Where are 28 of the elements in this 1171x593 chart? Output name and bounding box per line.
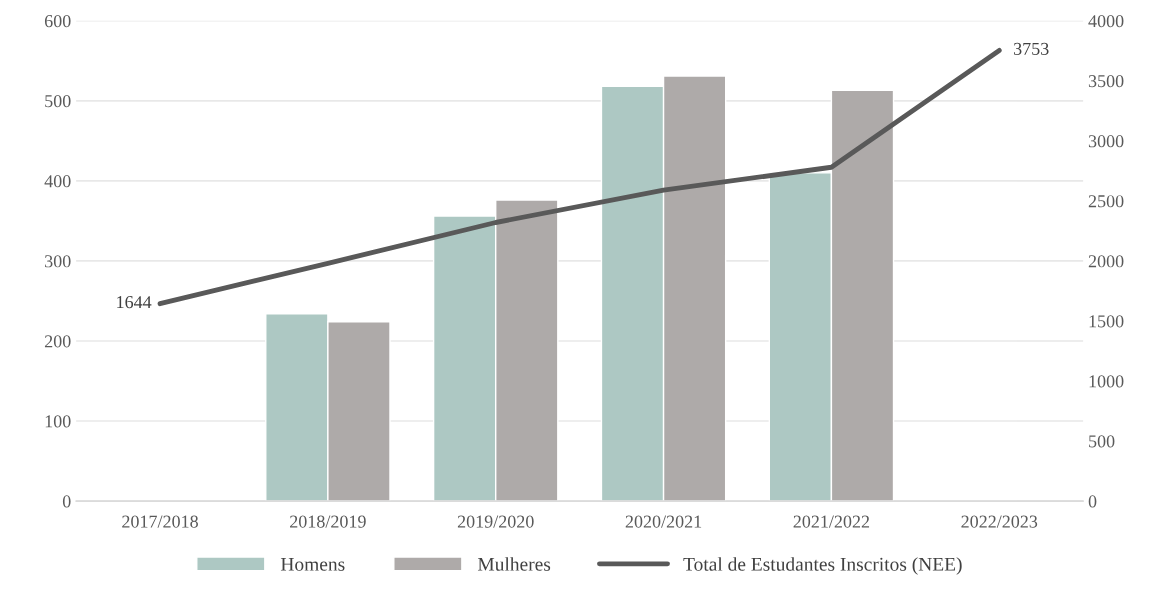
legend-label: Mulheres — [477, 557, 551, 571]
y-tick-label: 500 — [45, 95, 71, 108]
x-tick-label: 2022/2023 — [961, 515, 1038, 528]
legend-label: Total de Estudantes Inscritos (NEE) — [683, 557, 962, 575]
y-tick-label: 400 — [44, 175, 71, 188]
y2-tick-label: 4000 — [1088, 15, 1124, 28]
y-tick-label: 100 — [45, 415, 71, 428]
y2-tick-label: 500 — [1089, 435, 1115, 448]
y2-tick-label: 2500 — [1088, 195, 1124, 208]
y2-tick-label: 2000 — [1088, 255, 1124, 268]
x-tick-label: 2019/2020 — [457, 515, 534, 528]
y-tick-label: 200 — [44, 335, 71, 348]
x-tick-label: 2017/2018 — [122, 515, 198, 528]
x-tick-label: 2020/2021 — [625, 515, 702, 528]
x-tick-label: 2018/2019 — [290, 515, 366, 528]
data-label: 3753 — [1014, 42, 1049, 55]
y2-tick-label: 3500 — [1088, 75, 1124, 88]
legend-label: Homens — [280, 557, 345, 571]
y-tick-label: 300 — [45, 255, 71, 268]
data-label: 1644 — [117, 296, 152, 309]
line-series — [157, 47, 1002, 307]
y2-tick-label: 3000 — [1088, 135, 1124, 148]
y2-tick-label: 1000 — [1089, 375, 1124, 388]
y2-tick-label: 0 — [1088, 495, 1097, 508]
y-tick-label: 600 — [44, 15, 71, 28]
x-tick-label: 2021/2022 — [793, 515, 870, 528]
y2-tick-label: 1500 — [1089, 315, 1124, 328]
y-tick-label: 0 — [62, 495, 71, 508]
